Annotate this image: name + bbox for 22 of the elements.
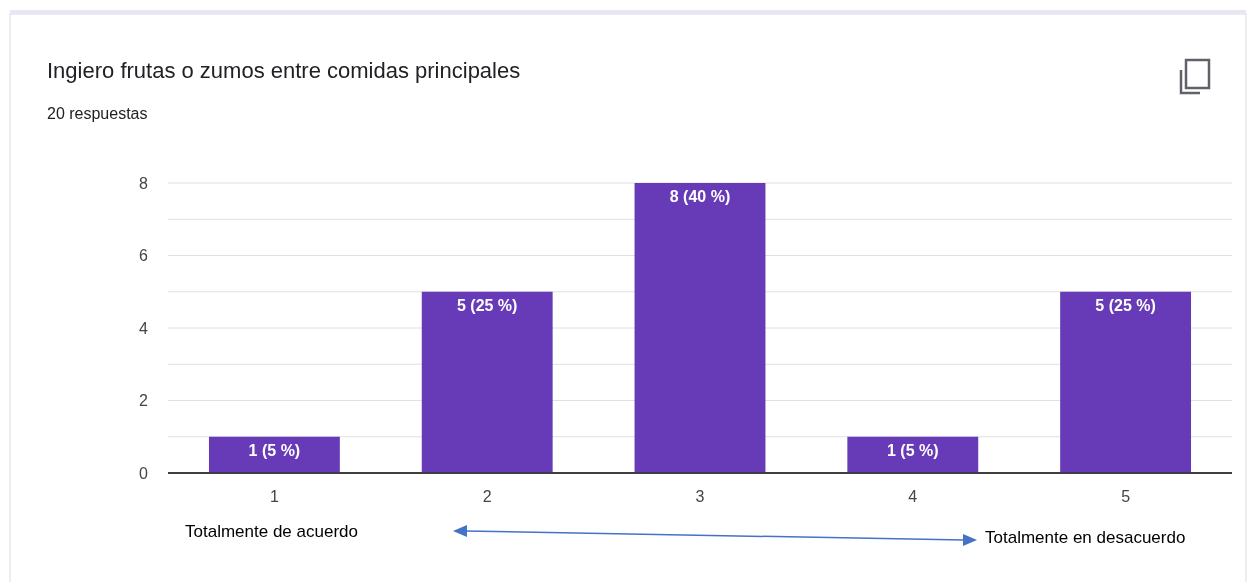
y-tick-label: 8 [139,174,149,192]
data-label: 5 (25 %) [456,296,518,314]
bar [634,183,766,473]
y-tick-label: 6 [139,247,149,265]
y-tick-label: 2 [139,392,149,410]
y-tick-label: 0 [139,464,149,482]
x-tick-label: 5 [1121,488,1131,505]
bar [421,291,553,473]
chart-subtitle: 20 respuestas [47,105,148,122]
data-label: 1 (5 %) [248,441,301,459]
text: Totalmente en desacuerdo [985,528,1186,547]
x-tick-label: 2 [482,488,492,505]
data-label: 1 (5 %) [887,441,939,459]
x-tick-label: 4 [908,488,918,505]
data-label: 5 (25 %) [1095,296,1156,314]
x-tick-label: 3 [695,488,705,505]
chart-title: Ingiero frutas o zumos entre comidas principales [47,58,521,83]
y-tick-label: 4 [139,319,149,337]
data-label: 8 (40 %) [669,188,731,205]
bar [1060,291,1192,473]
text: Totalmente de acuerdo [185,522,358,541]
x-tick-label: 1 [269,488,279,505]
